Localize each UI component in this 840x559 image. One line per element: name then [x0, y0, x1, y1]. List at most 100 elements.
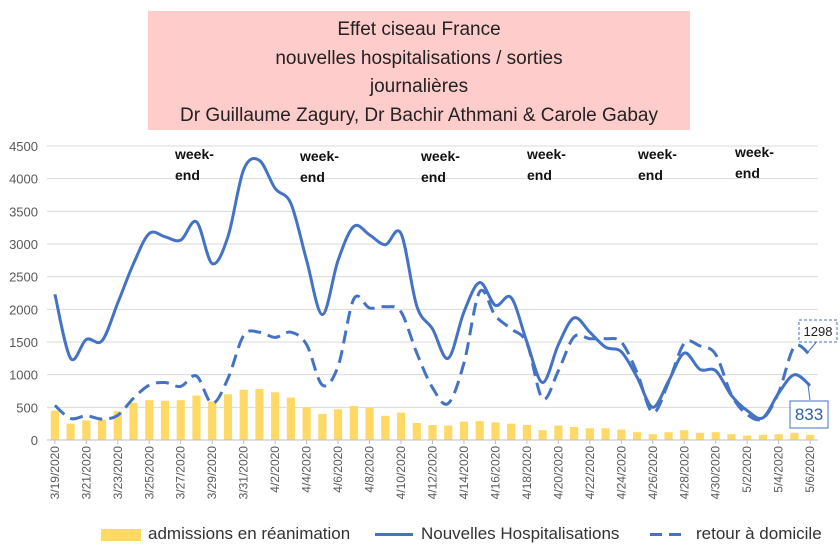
x-tick-label: 4/10/2020: [394, 446, 408, 500]
chart-title-line-2: nouvelles hospitalisations / sorties: [275, 48, 563, 69]
x-tick-label: 4/28/2020: [677, 446, 691, 500]
bar: [570, 426, 579, 440]
x-tick-label: 3/23/2020: [111, 446, 125, 500]
bar: [223, 394, 233, 440]
y-tick-label: 0: [31, 433, 38, 448]
bar: [113, 411, 122, 440]
bar: [334, 409, 343, 440]
bar: [806, 434, 815, 440]
series-line-retour: [53, 288, 812, 422]
y-tick-label: 4000: [9, 172, 38, 187]
bar: [412, 423, 421, 440]
bar: [396, 412, 406, 440]
x-tick-label: 4/6/2020: [331, 446, 345, 493]
bar: [727, 434, 736, 440]
x-tick-label: 3/27/2020: [174, 446, 188, 500]
gridlines: [47, 145, 818, 408]
bar: [664, 432, 673, 440]
bar: [507, 423, 516, 440]
bar: [381, 415, 390, 440]
x-tick-label: 5/6/2020: [803, 446, 817, 493]
y-tick-label: 4500: [9, 139, 38, 154]
bar: [50, 410, 59, 440]
legend-swatch-dashed: [650, 533, 688, 536]
x-tick-label: 3/21/2020: [79, 446, 93, 500]
bar: [790, 432, 799, 440]
legend: admissions en réanimation Nouvelles Hosp…: [0, 523, 840, 547]
y-tick-label: 1500: [9, 335, 38, 350]
x-tick-label: 4/24/2020: [614, 446, 628, 500]
x-tick-label: 4/26/2020: [646, 446, 660, 500]
bar: [758, 434, 768, 440]
weekend-label: week-end: [300, 148, 339, 185]
y-tick-label: 3000: [9, 237, 38, 252]
bar: [255, 389, 264, 440]
bar: [208, 401, 217, 440]
legend-swatch-bars: [101, 529, 141, 541]
bar: [648, 434, 657, 440]
legend-swatch-solid: [375, 533, 413, 536]
x-tick-label: 4/12/2020: [426, 446, 440, 500]
chart-title-line-1: Effet ciseau France: [337, 19, 501, 40]
callout-hospitalisations-text: 833: [795, 405, 823, 424]
x-tick-label: 3/29/2020: [205, 446, 219, 500]
bar: [302, 407, 311, 440]
x-tick-label: 4/14/2020: [457, 446, 471, 500]
series-line-hospitalisations: [53, 157, 812, 420]
x-tick-label: 4/16/2020: [488, 446, 502, 500]
callout-retour-text: 1298: [804, 324, 833, 339]
bar: [82, 420, 91, 440]
bar: [695, 432, 705, 440]
bar: [318, 413, 327, 440]
weekend-label: week-end: [175, 146, 214, 183]
weekend-label: week-end: [735, 144, 774, 181]
bar: [66, 423, 75, 440]
legend-label-reanimation: admissions en réanimation: [148, 524, 351, 543]
legend-label-retour: retour à domicile: [696, 524, 822, 543]
y-tick-label: 1000: [9, 368, 38, 383]
y-axis-ticks: 0 500 1000 1500 2000 2500 3000 3500 4000 4500: [9, 139, 38, 448]
weekend-label: week-end: [638, 146, 677, 183]
bar: [585, 428, 594, 440]
bar: [554, 425, 563, 440]
x-tick-label: 4/30/2020: [709, 446, 723, 500]
bar: [365, 407, 374, 440]
bar: [176, 400, 185, 440]
bar: [711, 432, 720, 440]
bar: [522, 424, 531, 440]
y-tick-label: 2000: [9, 302, 38, 317]
bar: [743, 435, 752, 440]
bar: [428, 424, 437, 440]
bar: [459, 421, 469, 440]
bar: [145, 400, 154, 440]
y-tick-label: 2500: [9, 270, 38, 285]
x-axis-ticks: 3/19/2020 3/21/2020 3/23/2020 3/25/2020 3/27…: [48, 440, 817, 499]
x-tick-label: 4/18/2020: [520, 446, 534, 500]
bar: [774, 434, 783, 440]
bar: [491, 422, 500, 440]
bar: [97, 419, 107, 440]
bars-reanimation: [50, 389, 815, 440]
bar: [192, 395, 201, 440]
x-tick-label: 4/22/2020: [583, 446, 597, 500]
bar: [475, 421, 484, 440]
y-tick-label: 500: [16, 400, 38, 415]
bar: [160, 400, 170, 440]
x-tick-label: 3/19/2020: [48, 446, 62, 500]
x-tick-label: 3/31/2020: [237, 446, 251, 500]
bar: [601, 428, 610, 440]
bar: [444, 425, 453, 440]
bar: [271, 392, 280, 440]
bar: [349, 406, 358, 440]
bar: [538, 430, 547, 440]
x-tick-label: 4/4/2020: [300, 446, 314, 493]
bar: [632, 432, 642, 440]
bar: [129, 402, 138, 440]
legend-label-hospitalisations: Nouvelles Hospitalisations: [421, 524, 620, 543]
chart-title-box: Effet ciseau France nouvelles hospitalis…: [148, 11, 690, 130]
chart-title-line-4: Dr Guillaume Zagury, Dr Bachir Athmani &…: [180, 105, 658, 126]
weekend-label: week-end: [421, 148, 460, 185]
x-tick-label: 5/4/2020: [772, 446, 786, 493]
weekend-label: week-end: [527, 146, 566, 183]
